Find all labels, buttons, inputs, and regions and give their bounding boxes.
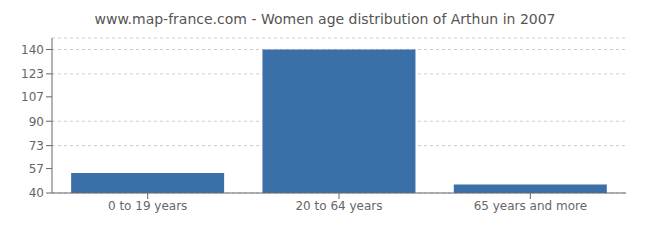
svg-text:20 to 64 years: 20 to 64 years [295,199,382,213]
svg-text:73: 73 [29,139,44,153]
svg-text:57: 57 [29,162,44,176]
html-text:www.map-france.com - Women age: www.map-france.com - Women age distribut… [94,11,556,27]
svg-text:65 years and more: 65 years and more [474,199,587,213]
svg-text:123: 123 [21,67,44,81]
svg-text:40: 40 [29,186,44,200]
svg-text:107: 107 [21,90,44,104]
svg-text:140: 140 [21,43,44,57]
svg-text:90: 90 [29,115,44,129]
svg-text:0 to 19 years: 0 to 19 years [108,199,187,213]
